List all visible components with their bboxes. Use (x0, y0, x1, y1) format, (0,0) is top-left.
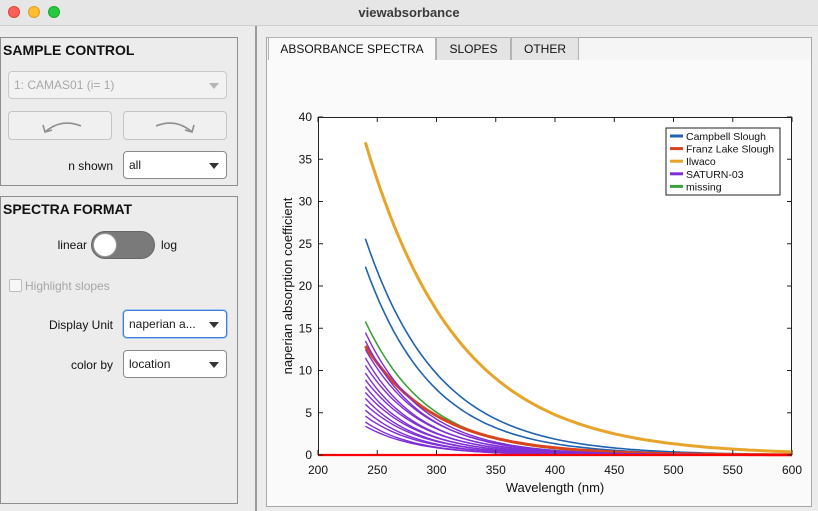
legend-entry: Campbell Slough (686, 131, 766, 143)
series-line-0 (363, 141, 793, 454)
y-tick-label: 5 (305, 406, 312, 420)
chevron-down-icon (209, 362, 219, 368)
previous-sample-button[interactable] (8, 111, 112, 140)
x-tick-label: 450 (604, 463, 624, 477)
y-tick-label: 35 (299, 152, 313, 166)
chevron-down-icon (209, 163, 219, 169)
y-tick-label: 20 (299, 279, 313, 293)
x-tick-label: 500 (663, 463, 683, 477)
y-tick-label: 10 (299, 364, 313, 378)
chevron-down-icon (209, 322, 219, 328)
title-bar: viewabsorbance (0, 0, 818, 26)
highlight-slopes-checkbox[interactable] (9, 279, 22, 292)
legend-entry: Franz Lake Slough (686, 144, 774, 156)
y-tick-label: 30 (299, 195, 313, 209)
y-axis-label: naperian absorption coefficient (280, 197, 295, 374)
switch-right-label: log (161, 238, 178, 252)
color-by-value: location (129, 357, 171, 371)
minimize-window-button[interactable] (28, 6, 40, 18)
tab-other[interactable]: OTHER (511, 37, 579, 60)
switch-left-label: linear (57, 238, 87, 252)
x-tick-label: 600 (782, 463, 802, 477)
display-unit-label: Display Unit (48, 318, 113, 332)
y-tick-label: 15 (299, 321, 313, 335)
y-tick-label: 40 (299, 110, 313, 124)
sample-select[interactable]: 1: CAMAS01 (i= 1) (8, 71, 227, 99)
n-shown-label: n shown (68, 159, 113, 173)
color-by-label: color by (70, 358, 113, 372)
series-line-1 (364, 238, 793, 456)
sample-select-value: 1: CAMAS01 (i= 1) (14, 78, 115, 92)
n-shown-value: all (129, 158, 142, 172)
x-tick-label: 350 (486, 463, 506, 477)
n-shown-select[interactable]: all (123, 151, 227, 179)
x-tick-label: 400 (545, 463, 565, 477)
highlight-slopes-label: Highlight slopes (25, 279, 110, 293)
legend-entry: missing (686, 181, 722, 193)
series-line-5 (364, 332, 792, 456)
curved-arrow-left-icon (42, 122, 82, 133)
series-line-12 (364, 386, 792, 456)
x-tick-label: 300 (426, 463, 446, 477)
next-sample-button[interactable] (123, 111, 227, 140)
series-line-6 (364, 340, 792, 456)
display-unit-select[interactable]: naperian a... (123, 310, 227, 338)
panel-divider[interactable] (255, 26, 257, 511)
toggle-knob[interactable] (93, 233, 117, 257)
window-title: viewabsorbance (358, 5, 460, 20)
x-tick-label: 250 (367, 463, 387, 477)
y-tick-label: 25 (299, 237, 313, 251)
close-window-button[interactable] (8, 6, 20, 18)
tab-absorbance-spectra[interactable]: ABSORBANCE SPECTRA (268, 37, 436, 61)
x-tick-label: 200 (308, 463, 328, 477)
tab-slopes[interactable]: SLOPES (436, 37, 511, 60)
linear-log-toggle[interactable] (91, 231, 155, 259)
chevron-down-icon (209, 83, 219, 89)
x-axis-label: Wavelength (nm) (506, 480, 605, 495)
series-line-2 (364, 266, 793, 456)
zoom-window-button[interactable] (48, 6, 60, 18)
legend-entry: SATURN-03 (686, 169, 744, 181)
x-tick-label: 550 (723, 463, 743, 477)
legend-entry: Ilwaco (686, 156, 716, 168)
legend-box (665, 127, 781, 196)
y-tick-label: 0 (305, 448, 312, 462)
spectra-format-title: SPECTRA FORMAT (3, 201, 133, 217)
color-by-select[interactable]: location (123, 350, 227, 378)
sample-control-title: SAMPLE CONTROL (3, 42, 135, 58)
curved-arrow-right-icon (155, 122, 195, 133)
